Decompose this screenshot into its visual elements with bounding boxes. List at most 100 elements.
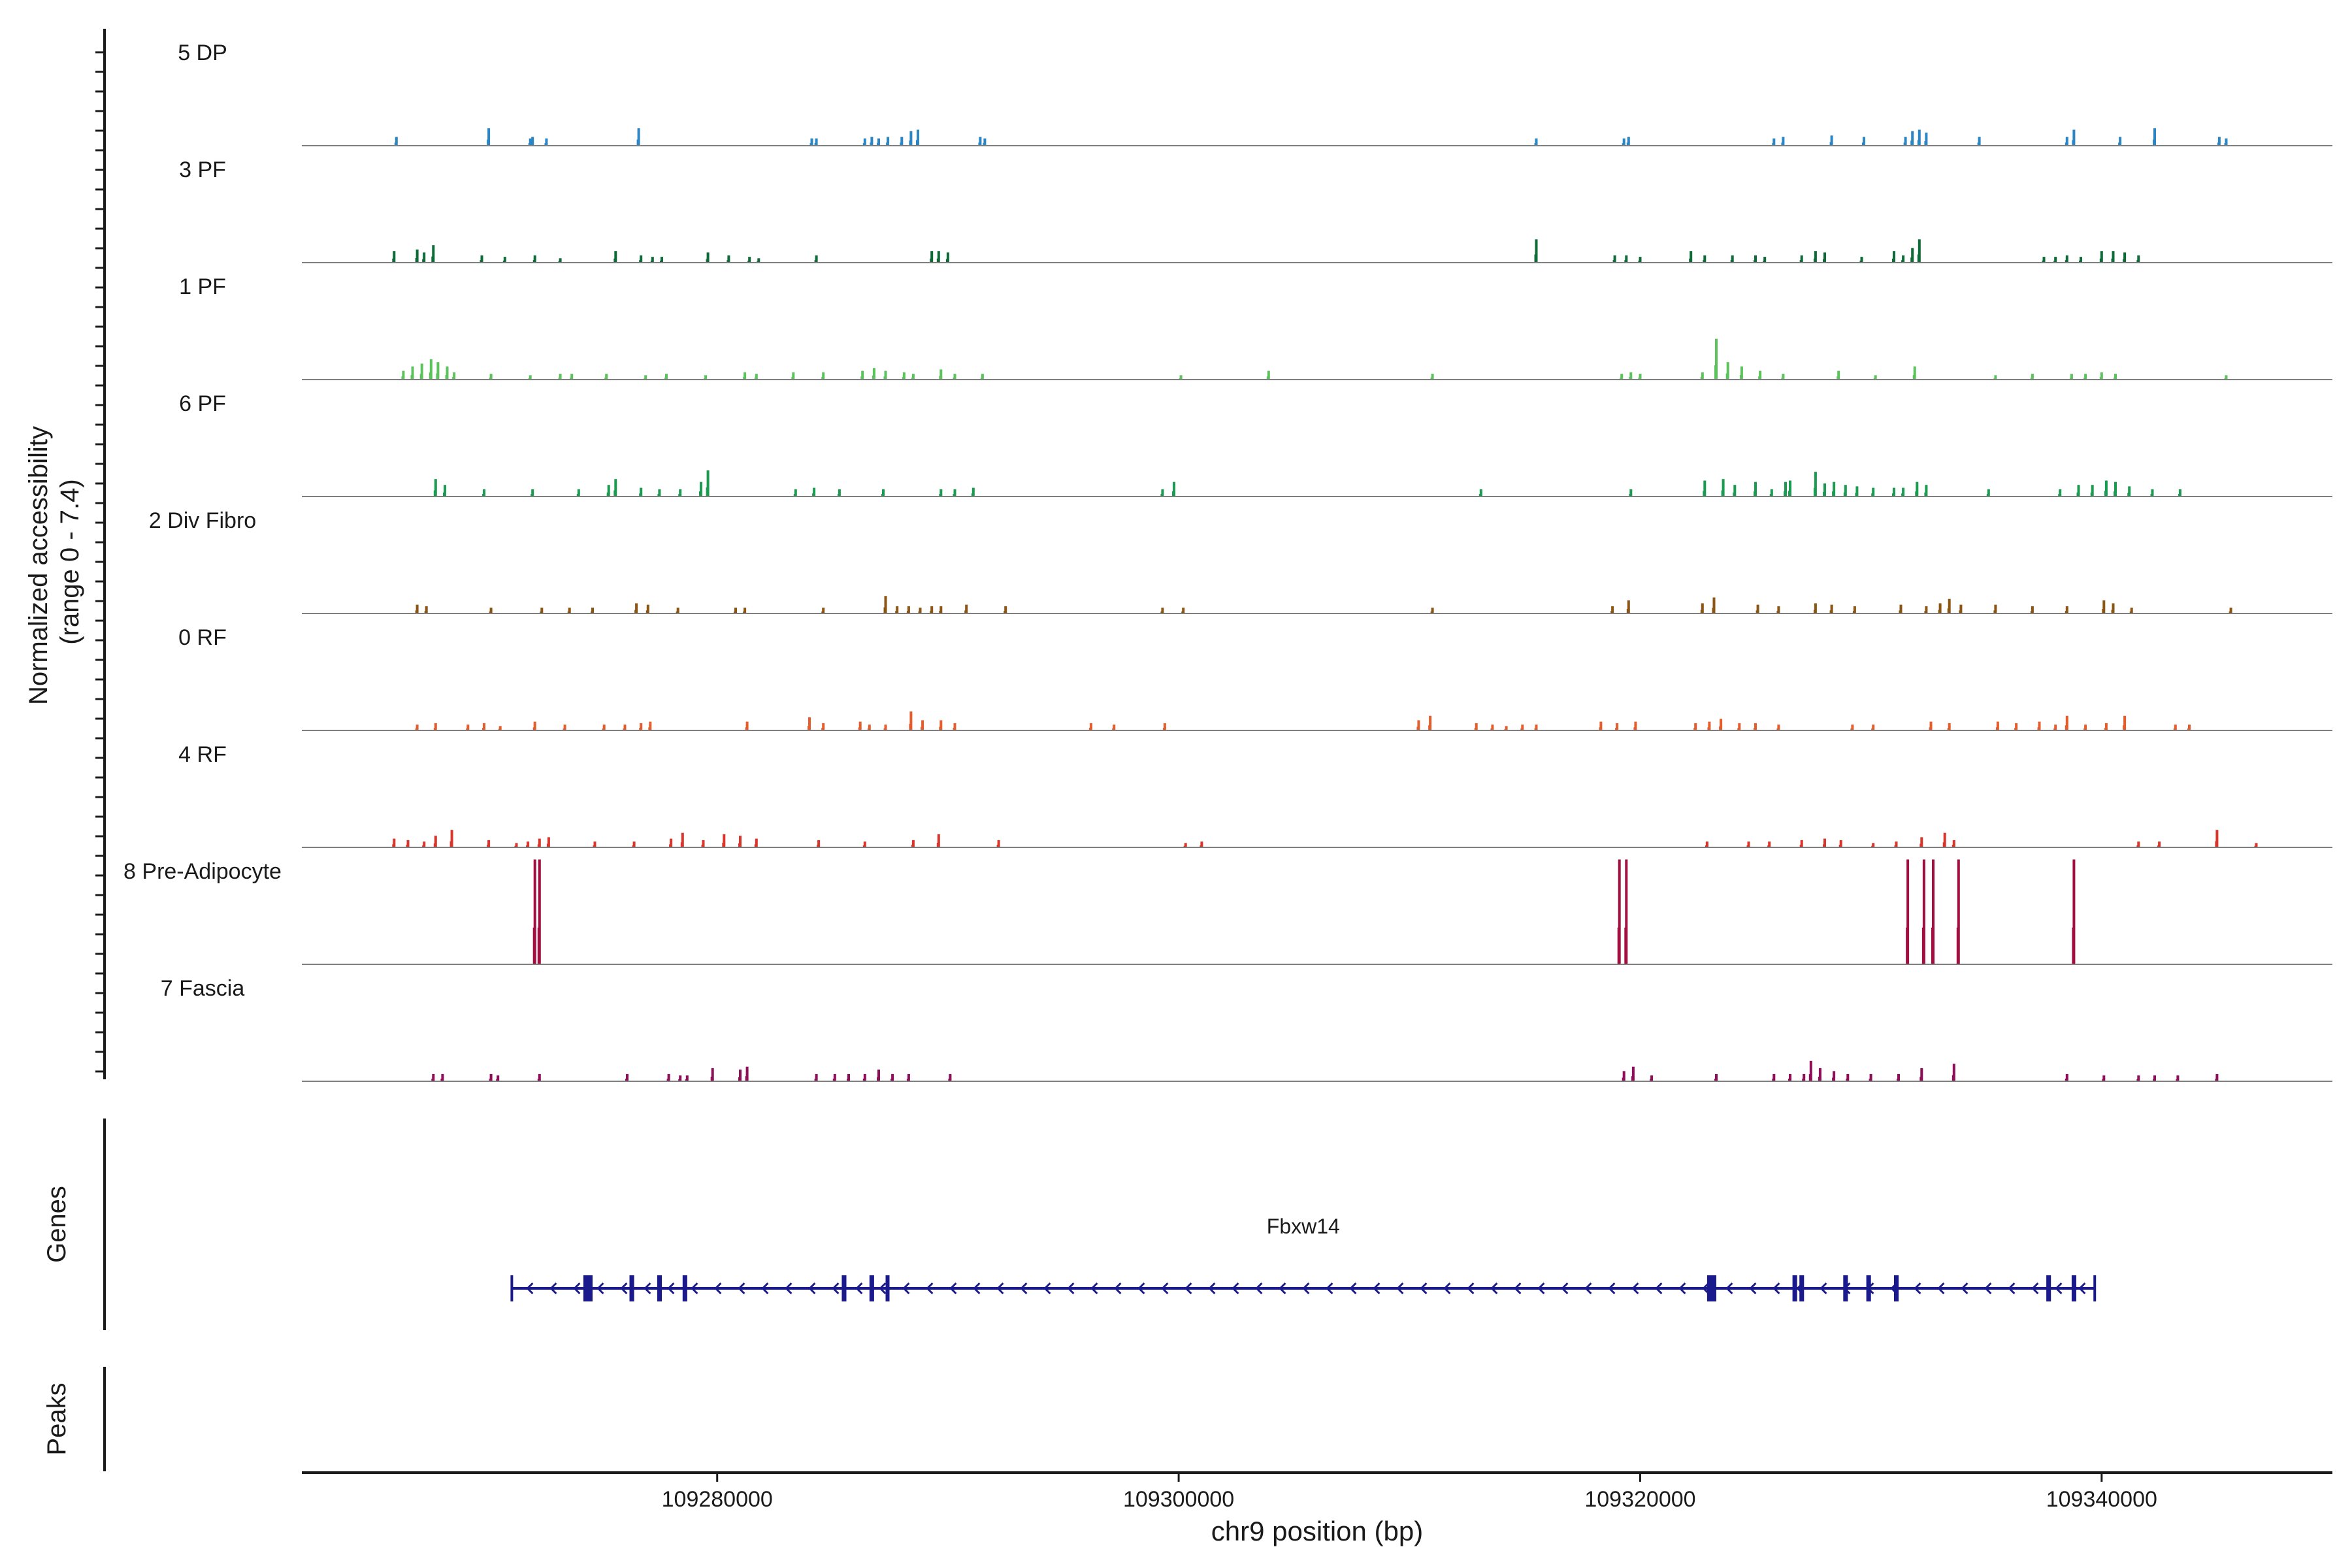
coverage-peak [1431,374,1434,380]
gene-exon [869,1275,874,1301]
strand-arrow [1067,1282,1075,1295]
coverage-peak-shoulder [2153,1079,2154,1081]
coverage-peak [1627,600,1630,613]
coverage-peak-shoulder [531,142,532,146]
coverage-peak [1814,251,1817,263]
strand-arrow [1184,1282,1192,1295]
coverage-peak-shoulder [1871,845,1873,847]
coverage-peak [1800,840,1803,847]
coverage-peak [2123,715,2127,730]
coverage-peak-shoulder [2030,611,2032,613]
coverage-peak [1904,137,1907,146]
coverage-peak-shoulder [1504,728,1506,730]
track: 2 Div Fibro [149,508,2332,614]
coverage-peak [872,368,875,380]
coverage-peak [907,606,910,613]
coverage-peak [1625,859,1628,964]
coverage-peak [815,1073,818,1081]
coverage-peak [2158,841,2161,847]
coverage-peak-shoulder [918,611,920,613]
coverage-peak [884,725,887,730]
coverage-peak-shoulder [1788,491,1789,497]
coverage-peak-shoulder [424,611,426,613]
coverage-peak-shoulder [1179,378,1181,380]
coverage-peak-shoulder [1823,259,1824,263]
coverage-peak [441,1073,444,1081]
coverage-peak [2215,830,2219,847]
coverage-peak [1869,1073,1872,1081]
coverage-peak [2070,374,2073,380]
strand-arrow [973,1282,981,1295]
coverage-peak-shoulder [1266,376,1268,380]
coverage-peak [667,1073,670,1081]
coverage-peak [393,838,396,847]
gene-exon [841,1275,847,1301]
coverage-peak-shoulder [1430,377,1432,380]
coverage-peak [434,723,437,730]
coverage-peak-shoulder [1818,1077,1820,1081]
strand-arrow [1984,1282,1992,1295]
coverage-peak [640,723,643,730]
track-label: 8 Pre-Adipocyte [123,859,282,884]
coverage-peak [939,489,943,497]
track-label: 7 Fascia [161,976,245,1001]
coverage-peak [540,608,544,613]
coverage-peak-shoulder [1112,728,1114,730]
coverage-peak-shoulder [466,728,468,730]
coverage-peak [2065,1073,2068,1081]
coverage-peak-shoulder [482,494,483,497]
coverage-peak [1860,257,1863,263]
strand-arrow [949,1282,957,1295]
coverage-peak [808,717,811,730]
coverage-peak [877,1070,880,1081]
strand-arrow [926,1282,934,1295]
strand-arrow [1232,1282,1239,1295]
strand-arrow [1749,1282,1757,1295]
coverage-peak-shoulder [634,610,636,613]
coverage-peak [593,841,596,847]
coverage-peak [489,1073,493,1081]
coverage-peak-shoulder [701,845,703,847]
coverage-peak [983,138,987,146]
coverage-peak-shoulder [676,611,678,613]
strand-arrow [596,1282,604,1295]
coverage-peak-shoulder [1873,378,1875,380]
coverage-peak-shoulder [2129,611,2131,613]
coverage-peak [1756,604,1759,613]
coverage-peak [1872,487,1875,497]
coverage-peak-shoulder [1730,260,1732,263]
coverage-peak-shoulder [1200,845,1201,847]
track-label: 1 PF [179,274,226,299]
coverage-peak [1715,338,1718,380]
strand-arrow [1820,1282,1827,1295]
coverage-peak [748,257,751,263]
coverage-peak [1429,715,1432,730]
coverage-peak-shoulder [1689,258,1691,263]
coverage-peak-shoulder [532,260,534,263]
coverage-peak [706,252,710,263]
coverage-peak-shoulder [1924,611,1926,613]
coverage-peak [2072,129,2076,146]
coverage-peak-shoulder [1703,260,1705,263]
coverage-peak-shoulder [754,377,756,380]
coverage-peak-shoulder [2065,260,2066,263]
coverage-peak-shoulder [745,1076,747,1081]
coverage-peak-shoulder [1993,610,1995,613]
coverage-peak-shoulder [1160,494,1162,497]
coverage-peak-shoulder [452,377,454,380]
coverage-peak-shoulder [531,494,532,497]
coverage-peak [1782,137,1785,146]
coverage-peak-shoulder [1430,611,1432,613]
coverage-peak [2065,715,2068,730]
coverage-peak [2059,489,2062,497]
coverage-peak [1611,606,1614,613]
coverage-peak [406,840,410,847]
coverage-peak [822,372,825,380]
coverage-peak-shoulder [650,260,652,263]
coverage-peak-shoulder [1906,927,1908,964]
coverage-peak-shoulder [1754,260,1755,263]
coverage-peak-shoulder [678,494,680,497]
coverage-peak [939,369,943,380]
coverage-peak-shoulder [1004,611,1005,613]
coverage-peak-shoulder [837,494,839,497]
